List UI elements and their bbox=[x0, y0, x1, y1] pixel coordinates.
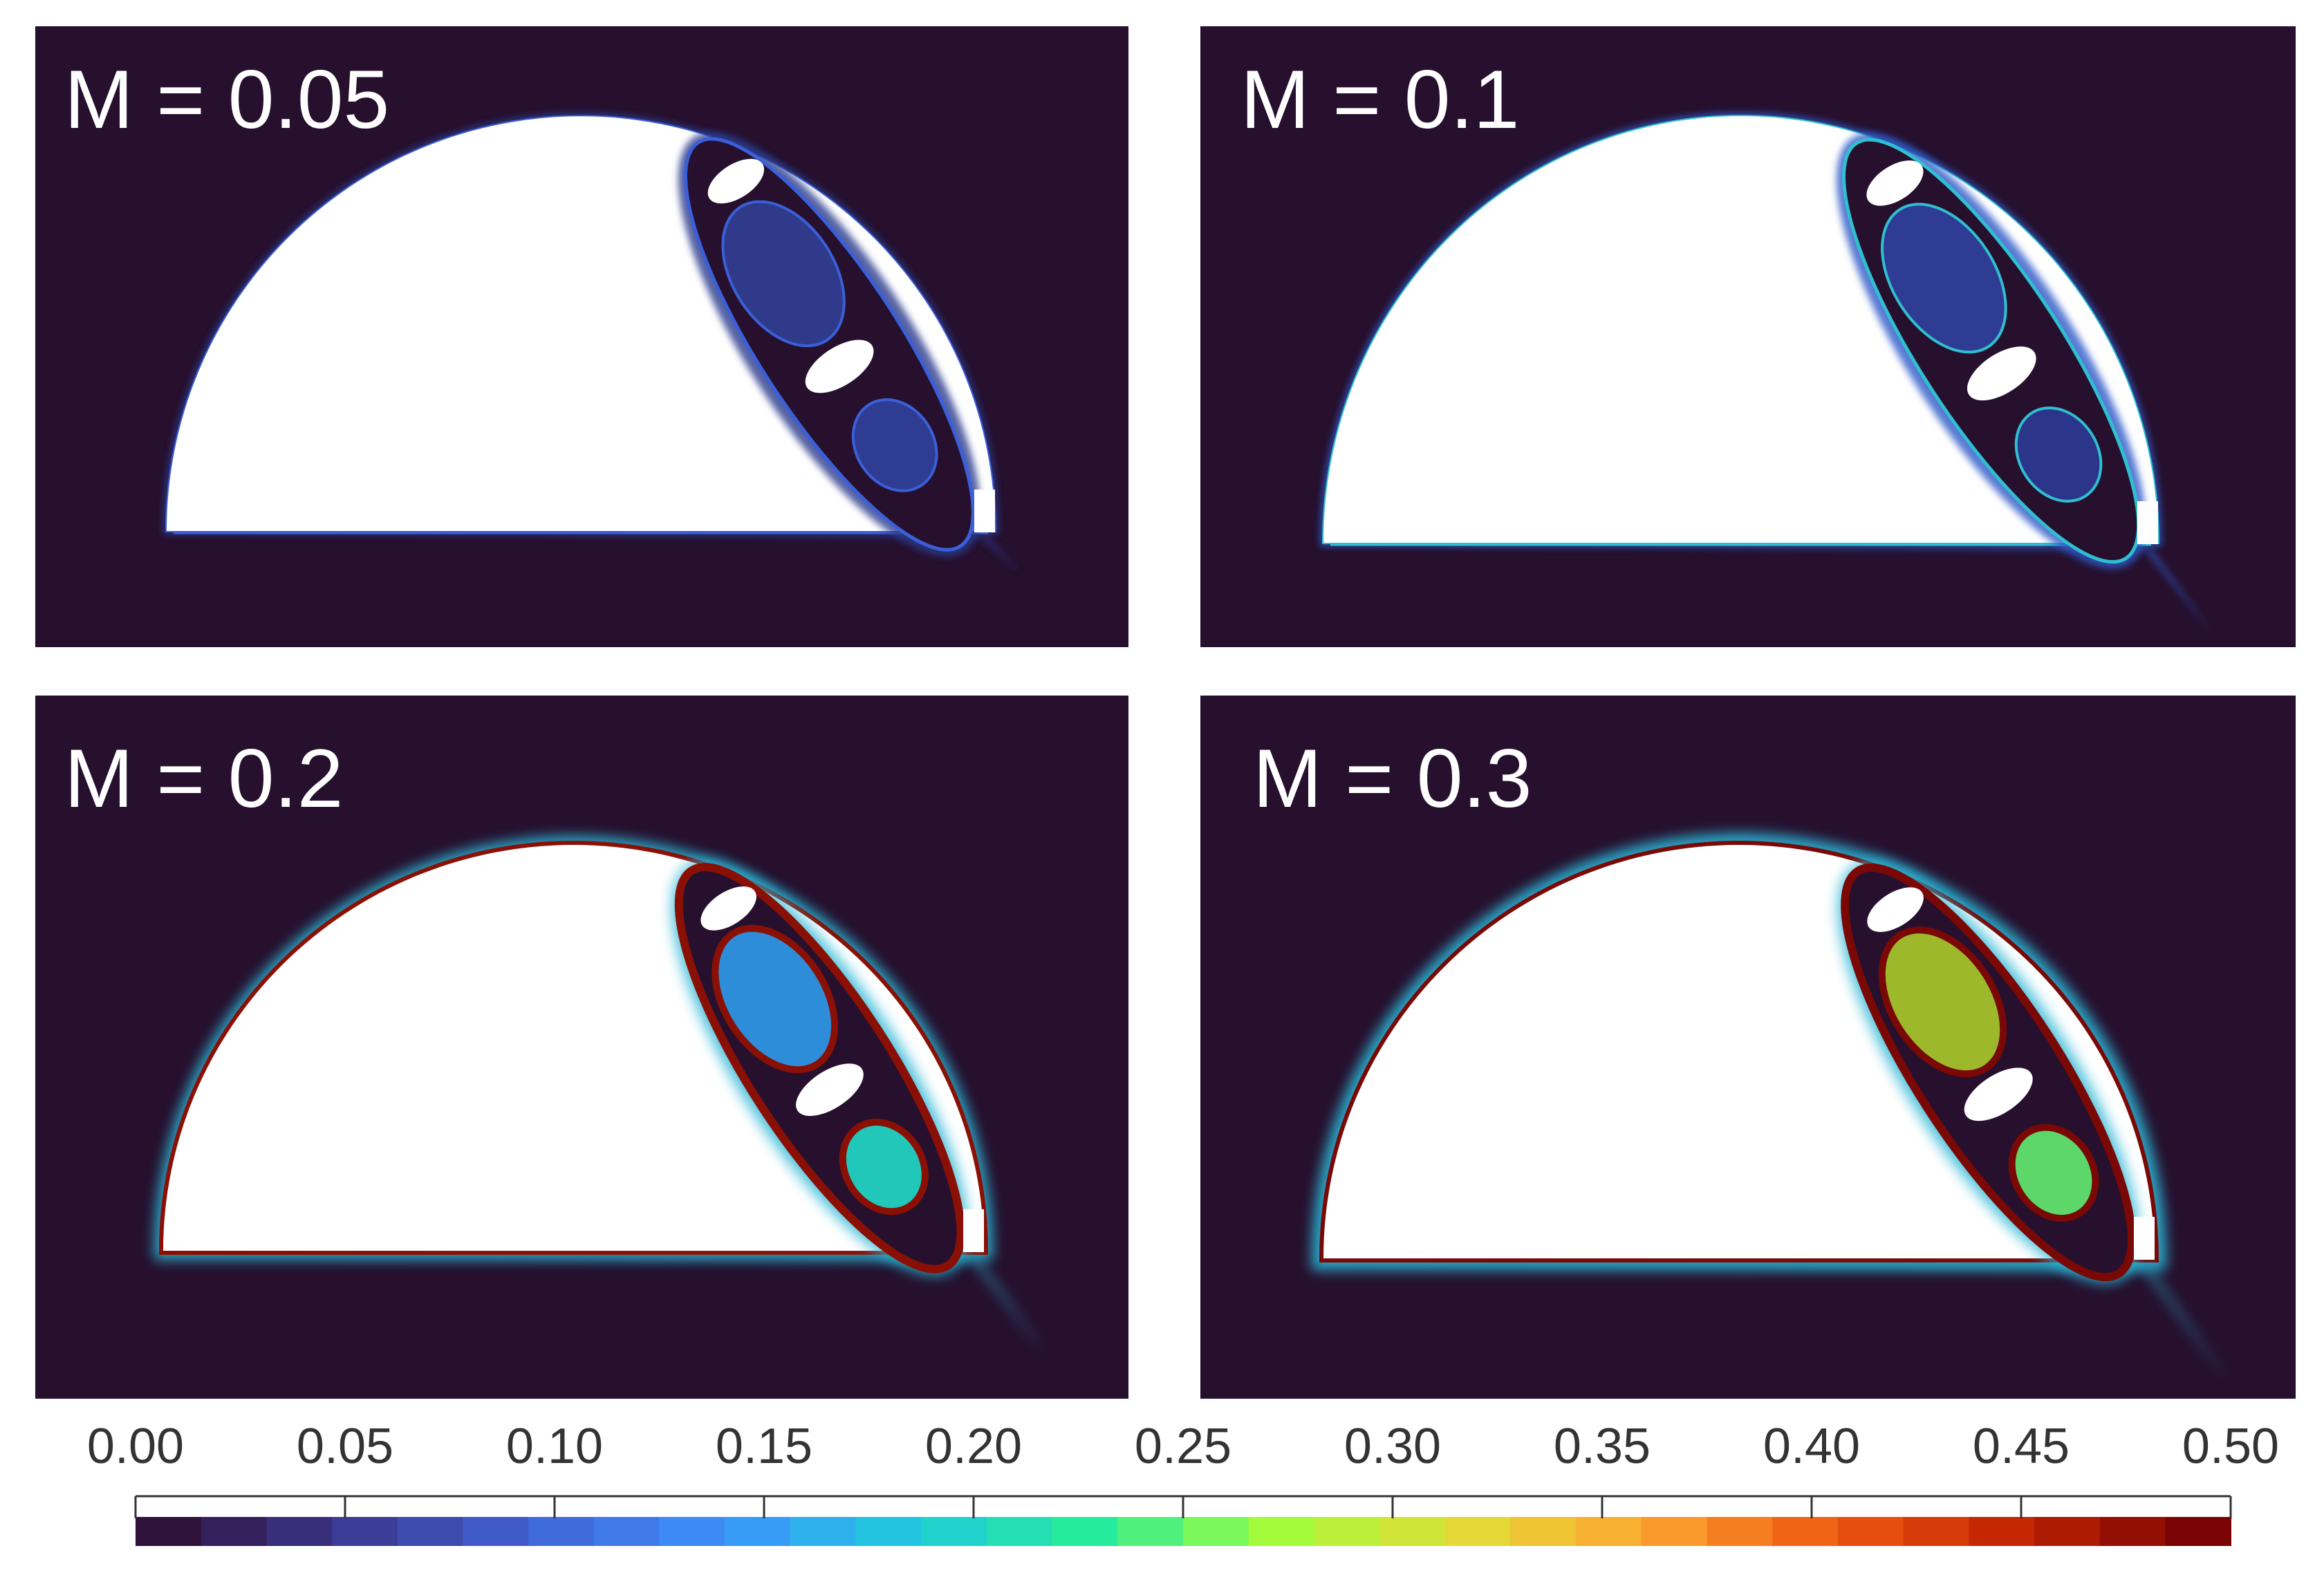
colorbar-segment bbox=[1903, 1517, 1970, 1546]
cavity bbox=[678, 131, 980, 557]
trailing-step bbox=[963, 1209, 984, 1252]
colorbar-segment bbox=[1969, 1517, 2035, 1546]
secondary-vortex bbox=[839, 1119, 929, 1215]
primary-vortex bbox=[721, 200, 846, 348]
flap-surface bbox=[1866, 160, 1924, 206]
colorbar-segment bbox=[1837, 1517, 1904, 1546]
colorbar-segment bbox=[921, 1517, 987, 1546]
colorbar-tick-label: 0.25 bbox=[1135, 1424, 1231, 1474]
flap-surface bbox=[796, 1063, 864, 1117]
colorbar-segment bbox=[1314, 1517, 1381, 1546]
colorbar-scale: 0.00 0.05 0.10 0.15 0.20 0.25 0.30 0.35 0.40 0.45… bbox=[87, 1424, 2279, 1546]
trailing-step bbox=[2137, 501, 2158, 544]
colorbar-tick-label: 0.35 bbox=[1554, 1424, 1651, 1474]
secondary-vortex bbox=[851, 398, 938, 492]
colorbar-segment bbox=[1117, 1517, 1184, 1546]
flow-field bbox=[1311, 833, 2229, 1383]
trailing-step bbox=[974, 490, 995, 532]
colorbar-tick-label: 0.00 bbox=[87, 1424, 184, 1474]
colorbar-segment bbox=[266, 1517, 333, 1546]
colorbar-segment bbox=[528, 1517, 595, 1546]
colorbar-segment bbox=[1576, 1517, 1642, 1546]
wake-region bbox=[174, 534, 1020, 572]
colorbar-segment bbox=[1183, 1517, 1249, 1546]
panel-label: M = 0.05 bbox=[64, 53, 390, 146]
panel-mach-0-05: M = 0.05 bbox=[35, 26, 1128, 647]
primary-vortex bbox=[1878, 926, 2007, 1078]
panel-label: M = 0.2 bbox=[64, 732, 344, 825]
flap-surface bbox=[1967, 346, 2036, 401]
colorbar-segment bbox=[2099, 1517, 2166, 1546]
flap-surface bbox=[805, 339, 874, 393]
colorbar-segment bbox=[2034, 1517, 2101, 1546]
flap-surface bbox=[700, 886, 756, 931]
colorbar-segment bbox=[1707, 1517, 1774, 1546]
colorbar-segment bbox=[1641, 1517, 1708, 1546]
panel-label: M = 0.1 bbox=[1240, 53, 1520, 146]
flow-field bbox=[154, 836, 1046, 1354]
colorbar-segment bbox=[593, 1517, 660, 1546]
colorbar-segment bbox=[1444, 1517, 1512, 1546]
panel-label: M = 0.3 bbox=[1253, 732, 1532, 825]
primary-vortex bbox=[1881, 203, 2007, 354]
cavity bbox=[1837, 860, 2139, 1285]
colorbar-tick-label: 0.50 bbox=[2182, 1424, 2279, 1474]
trailing-step bbox=[2134, 1217, 2155, 1260]
panel-mach-0-2: M = 0.2 bbox=[35, 696, 1128, 1399]
panel-mach-0-3: M = 0.3 bbox=[1200, 696, 2296, 1399]
boundary-layer-rim bbox=[165, 115, 997, 532]
colorbar-segment bbox=[463, 1517, 530, 1546]
flow-field bbox=[1319, 113, 2212, 633]
colorbar-segment bbox=[2165, 1517, 2231, 1546]
colorbar-segment bbox=[855, 1517, 922, 1546]
cavity bbox=[1836, 133, 2146, 569]
primary-vortex bbox=[712, 924, 839, 1074]
colorbar-segment bbox=[136, 1517, 202, 1546]
colorbar-segment bbox=[1248, 1517, 1315, 1546]
flap-surface bbox=[707, 158, 765, 204]
flap-surface bbox=[1964, 1068, 2033, 1121]
colorbar-segment bbox=[790, 1517, 857, 1546]
colorbar-tick-label: 0.30 bbox=[1344, 1424, 1441, 1474]
colorbar-tick-label: 0.05 bbox=[297, 1424, 393, 1474]
panel-mach-0-1: M = 0.1 bbox=[1200, 26, 2296, 647]
colorbar-tick-label: 0.45 bbox=[1973, 1424, 2070, 1474]
flow-field bbox=[162, 113, 1020, 572]
colorbar-tick-label: 0.15 bbox=[716, 1424, 812, 1474]
colorbar: 0.00 0.05 0.10 0.15 0.20 0.25 0.30 0.35 0.40 0.45… bbox=[0, 1424, 2324, 1584]
colorbar-tick-label: 0.10 bbox=[506, 1424, 603, 1474]
colorbar-segment bbox=[332, 1517, 398, 1546]
colorbar-segment bbox=[659, 1517, 726, 1546]
colorbar-segment bbox=[397, 1517, 464, 1546]
colorbar-tick-label: 0.40 bbox=[1763, 1424, 1860, 1474]
colorbar-segment bbox=[201, 1517, 268, 1546]
flap-surface bbox=[1867, 887, 1924, 932]
colorbar-tick-label: 0.20 bbox=[925, 1424, 1022, 1474]
colorbar-segment bbox=[1772, 1517, 1839, 1546]
colorbar-segment bbox=[1510, 1517, 1577, 1546]
secondary-vortex bbox=[2014, 406, 2103, 503]
colorbar-segment bbox=[1379, 1517, 1446, 1546]
colorbar-segment bbox=[1052, 1517, 1119, 1546]
secondary-vortex bbox=[2008, 1124, 2099, 1222]
cavity bbox=[671, 860, 969, 1276]
colorbar-segment bbox=[986, 1517, 1053, 1546]
colorbar-segment bbox=[725, 1517, 791, 1546]
